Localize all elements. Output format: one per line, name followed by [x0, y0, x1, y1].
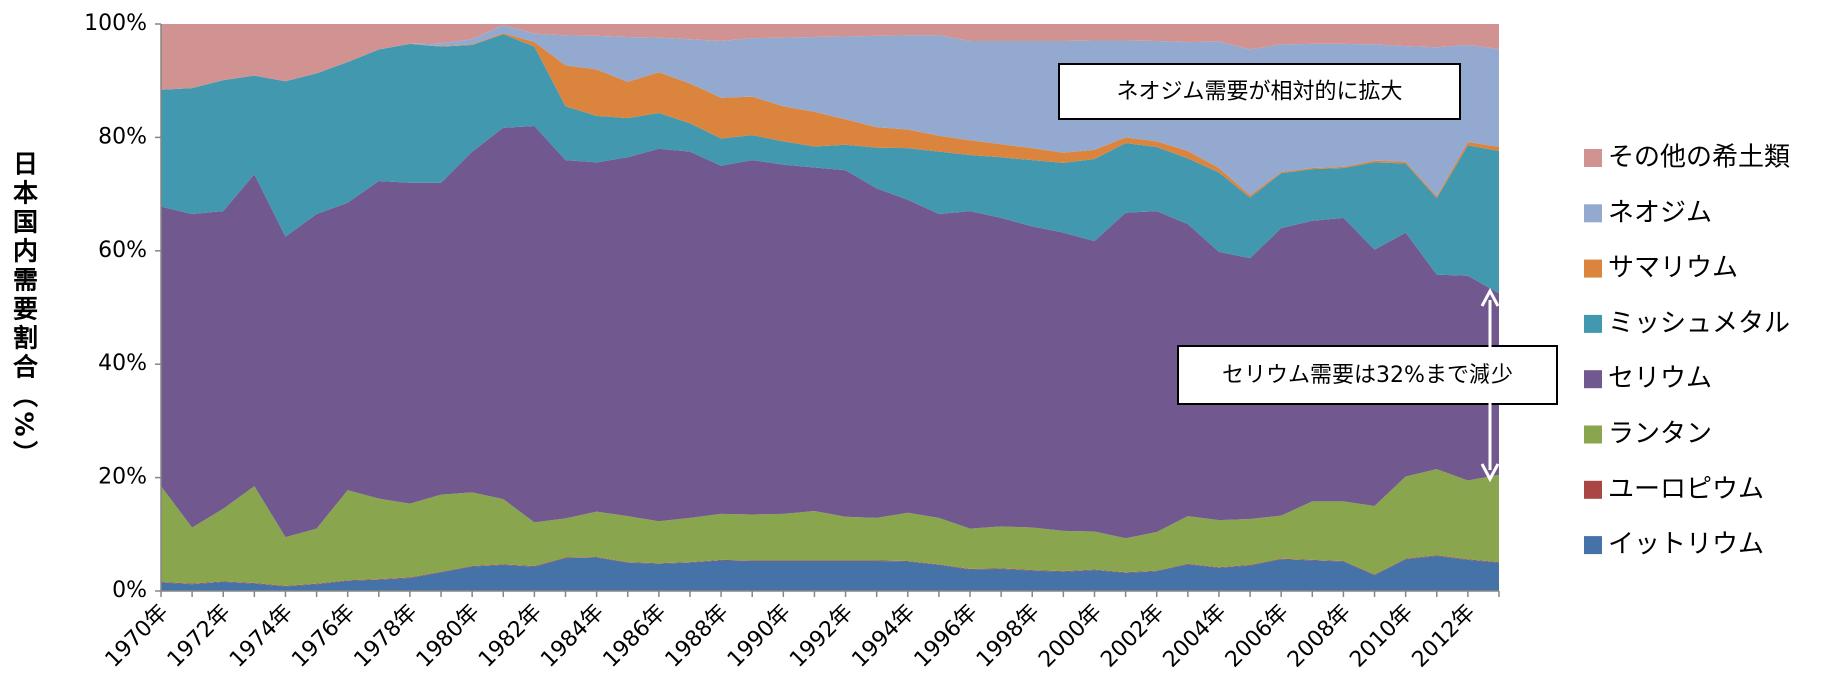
legend-label: ミッシュメタル	[1608, 308, 1790, 338]
legend-swatch	[1584, 536, 1602, 555]
x-tick-label: 2002年	[1096, 600, 1169, 673]
annotation-box	[1177, 345, 1558, 405]
y-tick-label: 20%	[98, 465, 147, 490]
legend-swatch	[1584, 259, 1602, 278]
annotation: ネオジム需要が相対的に拡大	[1116, 80, 1402, 105]
y-axis-label: 日本国内需要割合（%）	[10, 150, 39, 469]
legend-label: イットリウム	[1608, 530, 1764, 560]
legend-swatch	[1584, 149, 1602, 167]
y-tick-label: 60%	[98, 238, 147, 263]
legend-label: ネオジム	[1608, 198, 1712, 228]
x-tick-label: 1998年	[972, 600, 1045, 673]
legend-label: セリウム	[1608, 364, 1712, 394]
y-tick-label: 80%	[98, 124, 147, 149]
x-tick-label: 1988年	[661, 600, 734, 673]
legend-swatch	[1584, 370, 1602, 389]
x-tick-label: 1974年	[225, 600, 298, 673]
area	[161, 126, 1499, 539]
x-tick-label: 1982年	[474, 600, 547, 673]
x-tick-label: 1994年	[847, 600, 920, 673]
x-tick-label: 1986年	[599, 600, 672, 673]
x-tick-label: 2000年	[1034, 600, 1107, 673]
area	[161, 469, 1499, 586]
x-tick-label: 1990年	[723, 600, 796, 673]
legend-label: サマリウム	[1608, 253, 1738, 283]
legend-swatch	[1584, 204, 1602, 223]
legend-label: ユーロピウム	[1608, 474, 1764, 504]
x-tick-label: 2004年	[1159, 600, 1232, 673]
area	[161, 34, 1499, 294]
x-tick-label: 2008年	[1283, 600, 1356, 673]
x-tick-label: 1984年	[536, 600, 609, 673]
x-tick-label: 1978年	[350, 600, 423, 673]
legend-swatch	[1584, 425, 1602, 444]
y-tick-label: 0%	[112, 578, 147, 603]
area	[161, 24, 1499, 90]
x-tick-label: 2012年	[1408, 600, 1481, 673]
x-tick-label: 1992年	[785, 600, 858, 673]
x-tick-label: 1976年	[287, 600, 360, 673]
x-tick-label: 2006年	[1221, 600, 1294, 673]
legend-swatch	[1584, 480, 1602, 499]
arrow-head	[1480, 287, 1500, 307]
legend-swatch	[1584, 314, 1602, 333]
x-tick-label: 1996年	[910, 600, 983, 673]
legend-label: その他の希土類	[1608, 143, 1790, 173]
x-tick-label: 1970年	[101, 600, 174, 673]
x-tick-label: 1980年	[412, 600, 485, 673]
annotation-box	[1058, 63, 1461, 120]
area	[161, 555, 1499, 591]
x-tick-label: 2010年	[1345, 600, 1418, 673]
annotation: セリウム需要は32%まで減少	[1222, 363, 1513, 388]
x-tick-label: 1972年	[163, 600, 236, 673]
y-tick-label: 40%	[98, 351, 147, 376]
legend-label: ランタン	[1608, 419, 1712, 449]
y-tick-label: 100%	[84, 11, 147, 36]
arrow-head	[1480, 463, 1500, 483]
